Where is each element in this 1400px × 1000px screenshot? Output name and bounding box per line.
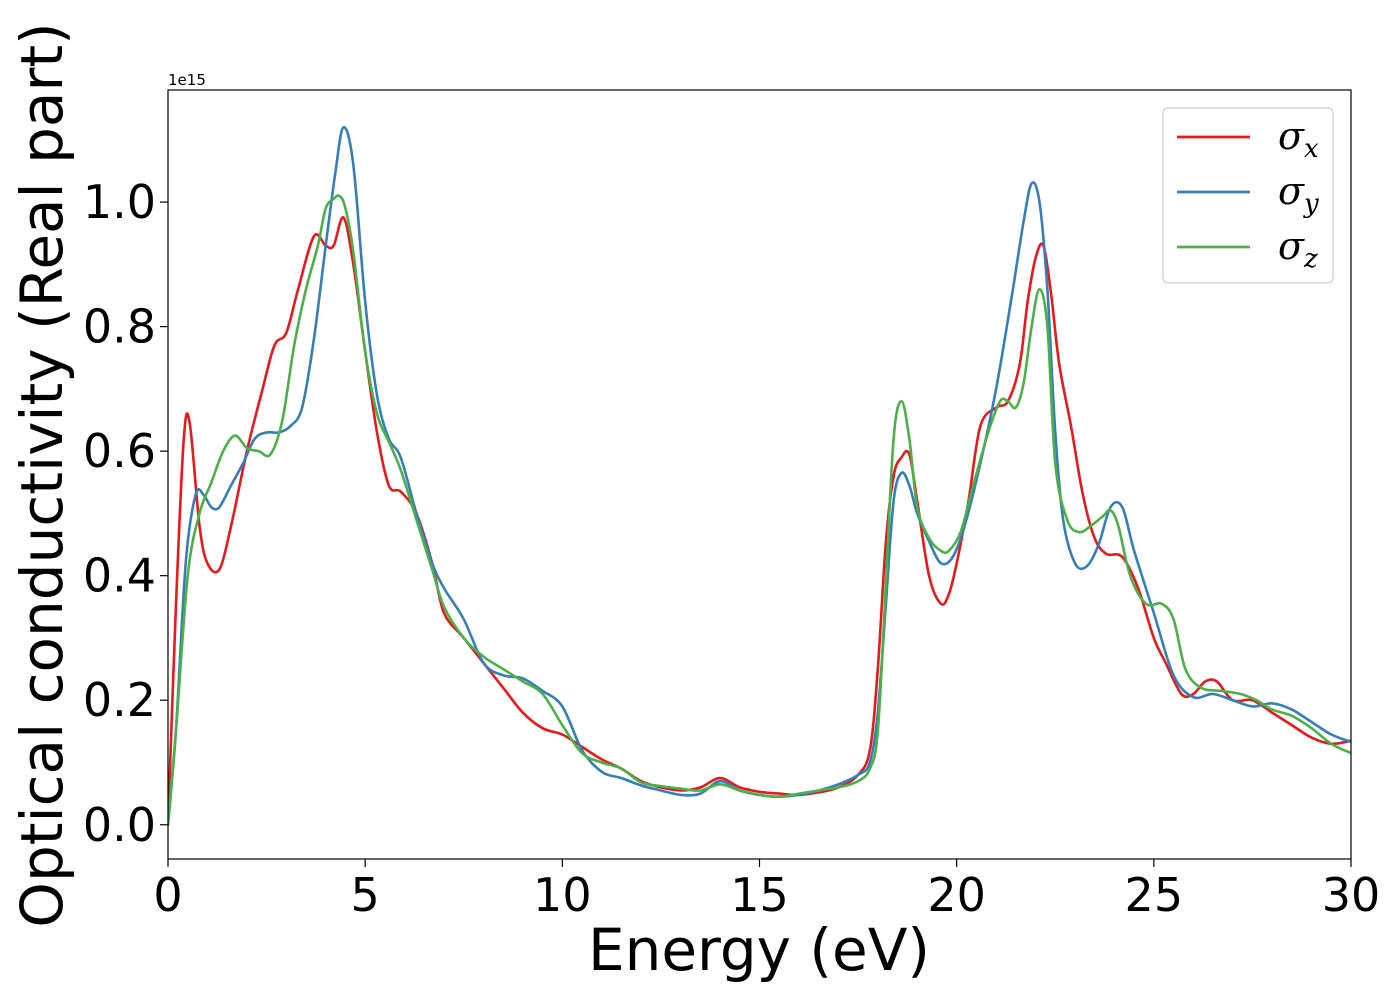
y-tick-label: 0.0: [83, 798, 156, 852]
x-tick-label: 15: [730, 868, 789, 922]
x-tick-label: 30: [1322, 868, 1381, 922]
y-tick-label: 0.8: [83, 300, 156, 354]
y-offset-label: 1e15: [168, 71, 206, 89]
legend-box: [1162, 107, 1334, 284]
x-tick-label: 20: [927, 868, 986, 922]
x-axis-title: Energy (eV): [588, 916, 930, 984]
plot-area: [168, 90, 1351, 859]
x-tick-label: 5: [351, 868, 380, 922]
y-axis-title: Optical conductivity (Real part): [8, 22, 76, 927]
x-tick-label: 25: [1125, 868, 1184, 922]
x-tick-label: 0: [153, 868, 182, 922]
x-tick-label: 10: [533, 868, 592, 922]
y-tick-label: 0.4: [83, 549, 156, 603]
y-tick-label: 0.6: [83, 424, 156, 478]
y-tick-label: 1.0: [83, 175, 156, 229]
y-tick-label: 0.2: [83, 673, 156, 727]
series-line-z: [168, 194, 1351, 827]
